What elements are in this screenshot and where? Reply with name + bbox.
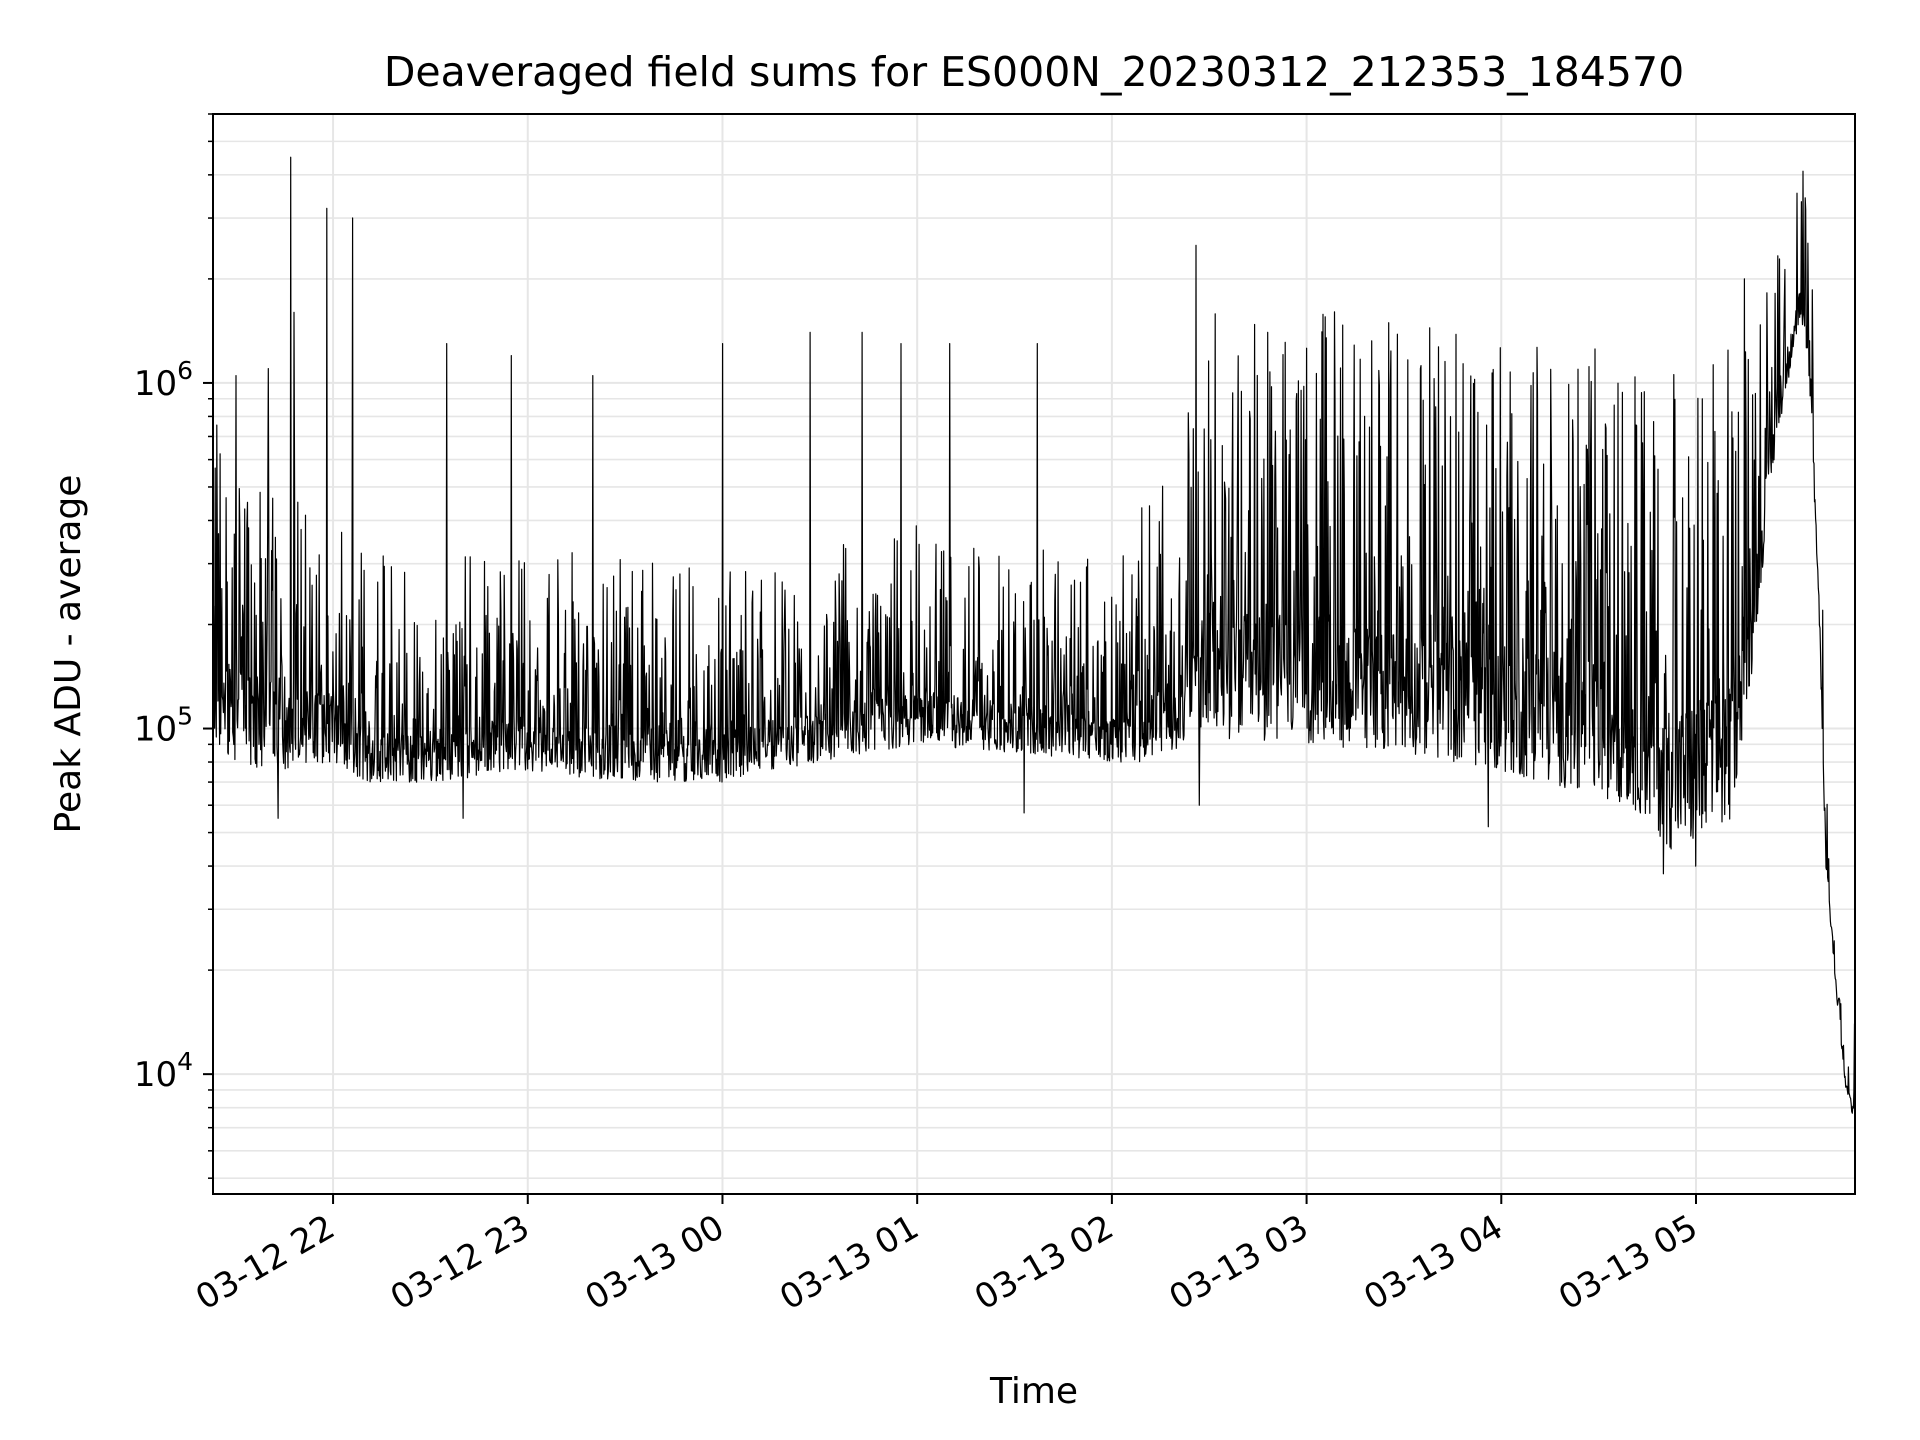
y-axis-label: Peak ADU - average [48,475,89,834]
y-tick-label: 106 [134,356,193,404]
y-tick-exponent: 4 [177,1047,193,1076]
y-tick-base: 10 [134,710,177,750]
plot-frame [212,113,1856,1195]
y-tick-exponent: 6 [177,356,193,385]
chart-title: Deaveraged field sums for ES000N_2023031… [384,48,1684,96]
y-tick-base: 10 [134,1055,177,1095]
plot-area [212,156,1856,1128]
y-tick-label: 104 [134,1047,193,1095]
y-tick-label: 105 [134,702,193,750]
series-line-peak-adu [212,156,1856,1128]
x-axis-label: Time [989,1371,1078,1412]
y-tick-base: 10 [134,364,177,404]
y-tick-exponent: 5 [177,702,193,731]
